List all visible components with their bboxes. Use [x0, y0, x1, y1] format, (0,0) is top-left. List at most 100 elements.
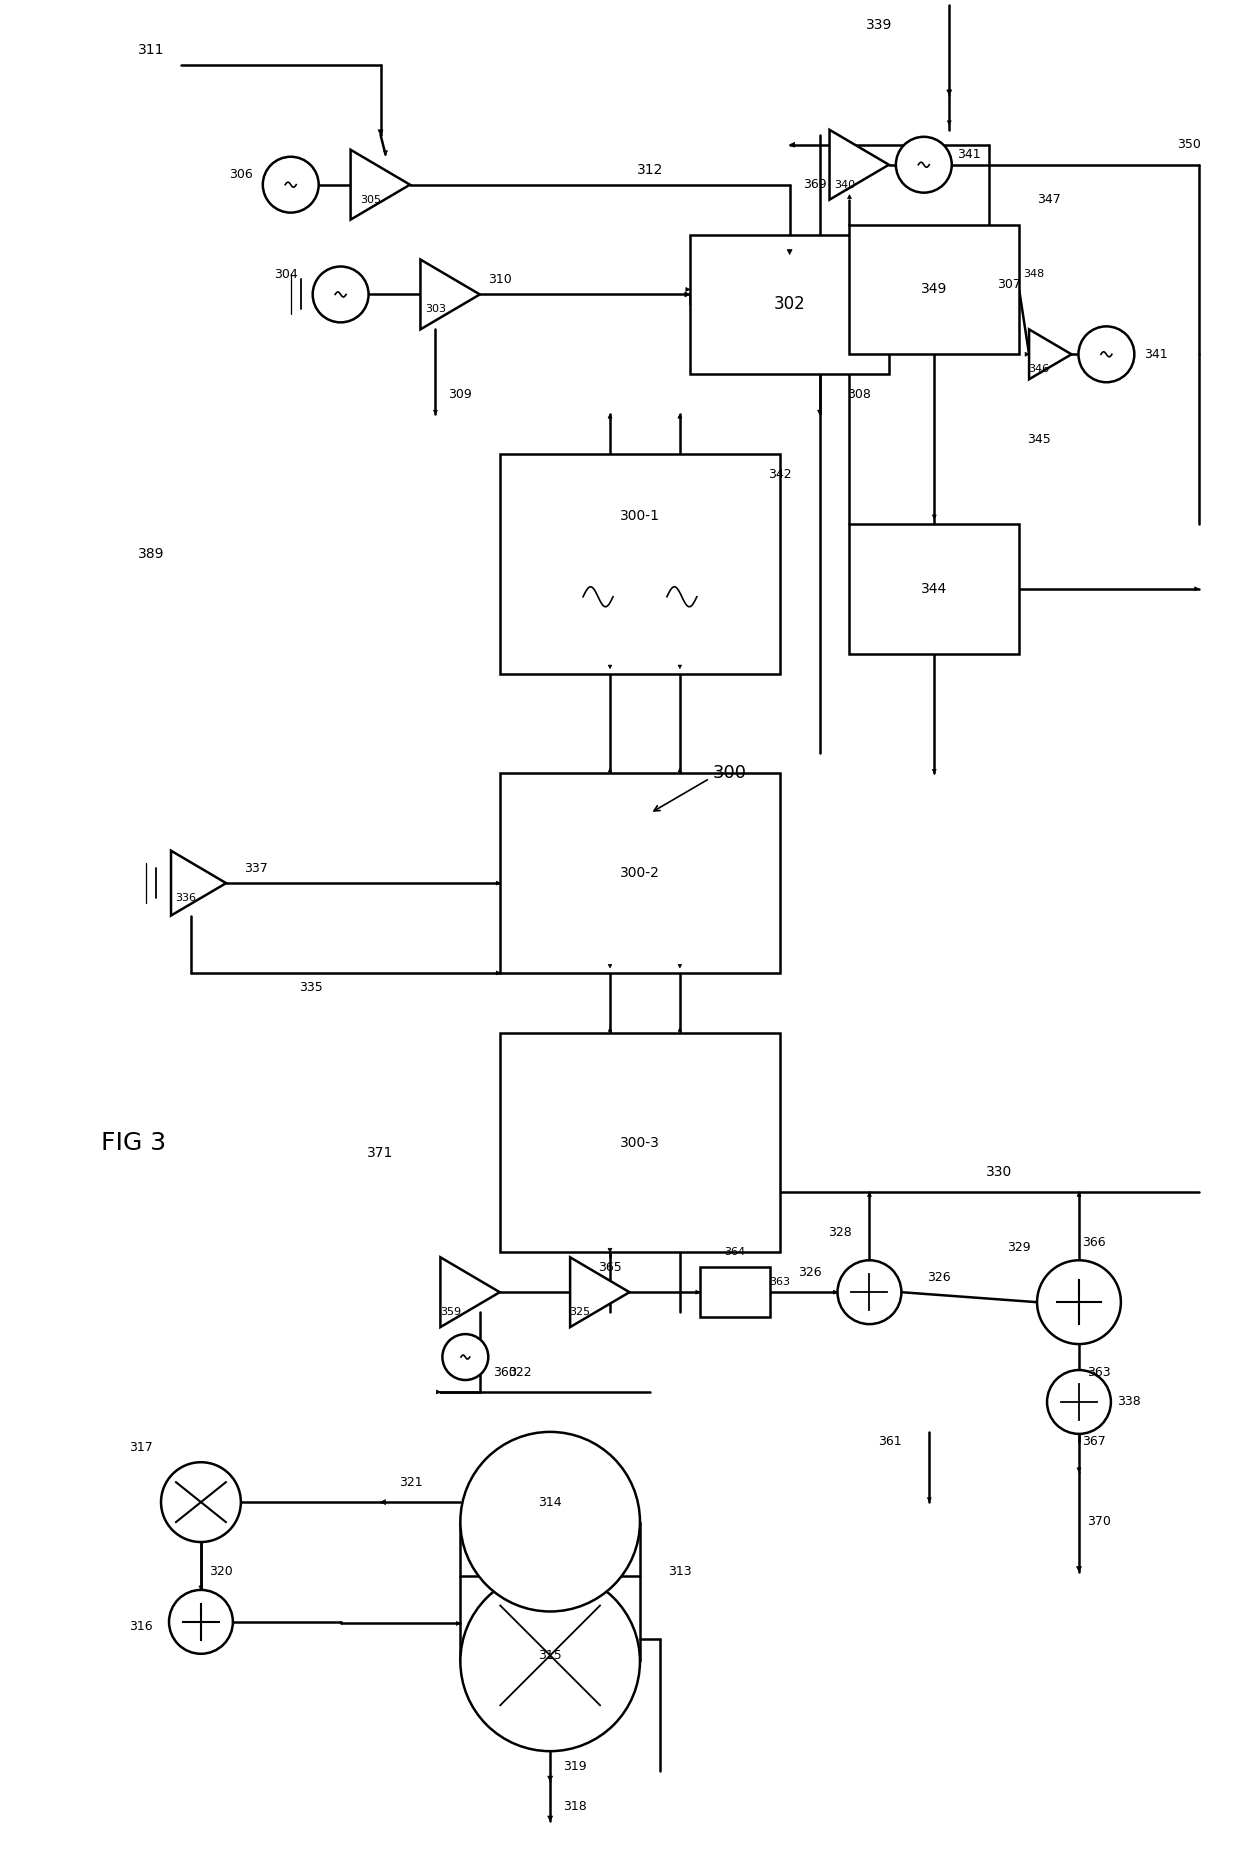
Polygon shape	[378, 129, 383, 135]
Polygon shape	[434, 410, 438, 414]
Text: 363: 363	[1087, 1365, 1111, 1379]
Polygon shape	[686, 287, 689, 292]
Text: 365: 365	[598, 1261, 622, 1274]
Text: 346: 346	[1028, 363, 1049, 375]
Polygon shape	[608, 1247, 613, 1253]
Text: 342: 342	[768, 468, 791, 481]
Text: 370: 370	[1087, 1515, 1111, 1528]
Polygon shape	[817, 410, 822, 414]
Polygon shape	[383, 150, 388, 155]
Polygon shape	[696, 1290, 699, 1294]
Text: 300-3: 300-3	[620, 1135, 660, 1150]
Text: 344: 344	[921, 583, 947, 596]
Polygon shape	[1194, 586, 1199, 590]
Polygon shape	[496, 880, 500, 886]
Polygon shape	[548, 1776, 553, 1781]
Polygon shape	[787, 249, 792, 255]
Circle shape	[460, 1571, 640, 1751]
Polygon shape	[678, 965, 682, 968]
Polygon shape	[947, 122, 951, 125]
Polygon shape	[678, 665, 682, 669]
Text: 359: 359	[440, 1307, 461, 1317]
Polygon shape	[830, 129, 889, 200]
Bar	[849, 524, 1019, 654]
Polygon shape	[847, 195, 852, 199]
Text: 320: 320	[210, 1566, 233, 1579]
Bar	[699, 1268, 770, 1317]
Polygon shape	[609, 665, 611, 669]
Text: 317: 317	[129, 1440, 153, 1453]
Text: 371: 371	[367, 1146, 394, 1159]
Polygon shape	[608, 414, 613, 418]
Polygon shape	[609, 965, 611, 968]
Polygon shape	[684, 292, 689, 298]
Circle shape	[1047, 1369, 1111, 1435]
Polygon shape	[1076, 1566, 1081, 1571]
Text: 326: 326	[797, 1266, 821, 1279]
Text: 306: 306	[229, 169, 253, 182]
Polygon shape	[1029, 330, 1071, 378]
Polygon shape	[198, 1586, 203, 1590]
Circle shape	[895, 137, 952, 193]
Polygon shape	[1025, 352, 1029, 356]
Polygon shape	[609, 1028, 611, 1032]
Text: 338: 338	[1117, 1395, 1141, 1408]
Text: 311: 311	[138, 43, 165, 56]
Polygon shape	[833, 1290, 837, 1294]
Polygon shape	[496, 970, 500, 976]
Text: 369: 369	[802, 178, 826, 191]
Text: 303: 303	[425, 305, 446, 315]
Text: 302: 302	[774, 296, 806, 313]
Polygon shape	[868, 1193, 872, 1197]
Bar	[689, 234, 889, 375]
Text: 336: 336	[176, 893, 196, 903]
Text: 389: 389	[138, 547, 165, 560]
Circle shape	[443, 1334, 489, 1380]
Text: 328: 328	[827, 1225, 852, 1238]
Text: 310: 310	[487, 273, 512, 287]
Text: 305: 305	[360, 195, 381, 204]
Polygon shape	[436, 1390, 440, 1394]
Bar	[500, 453, 780, 674]
Text: 329: 329	[1007, 1240, 1030, 1253]
Text: 341: 341	[957, 148, 981, 161]
Text: 300-1: 300-1	[620, 509, 660, 523]
Polygon shape	[1078, 1193, 1081, 1197]
Text: FIG 3: FIG 3	[102, 1131, 166, 1154]
Polygon shape	[1078, 1468, 1081, 1472]
Circle shape	[263, 157, 319, 214]
Polygon shape	[456, 1622, 460, 1626]
Polygon shape	[947, 90, 952, 96]
Circle shape	[460, 1431, 640, 1611]
Text: 300-2: 300-2	[620, 865, 660, 880]
Text: 309: 309	[449, 388, 472, 401]
Polygon shape	[420, 260, 480, 330]
Circle shape	[169, 1590, 233, 1654]
Text: 318: 318	[563, 1800, 587, 1813]
Text: 330: 330	[986, 1165, 1012, 1180]
Circle shape	[837, 1261, 901, 1324]
Text: 315: 315	[538, 1648, 562, 1661]
Circle shape	[1079, 326, 1135, 382]
Polygon shape	[678, 414, 682, 418]
Text: 366: 366	[1083, 1236, 1106, 1249]
Circle shape	[1037, 1261, 1121, 1345]
Text: 364: 364	[724, 1247, 745, 1257]
Text: 367: 367	[1083, 1435, 1106, 1448]
Polygon shape	[570, 1257, 630, 1328]
Polygon shape	[928, 1498, 931, 1502]
Text: 348: 348	[1023, 270, 1044, 279]
Text: 350: 350	[1177, 139, 1200, 152]
Bar	[849, 225, 1019, 354]
Text: 300: 300	[713, 764, 746, 783]
Text: 313: 313	[668, 1566, 692, 1579]
Polygon shape	[171, 850, 226, 916]
Text: 326: 326	[928, 1270, 951, 1283]
Text: 308: 308	[847, 388, 872, 401]
Polygon shape	[548, 1817, 553, 1821]
Polygon shape	[381, 1500, 386, 1504]
Text: 340: 340	[835, 180, 856, 189]
Text: 325: 325	[569, 1307, 590, 1317]
Polygon shape	[440, 1257, 500, 1328]
Text: 321: 321	[398, 1476, 423, 1489]
